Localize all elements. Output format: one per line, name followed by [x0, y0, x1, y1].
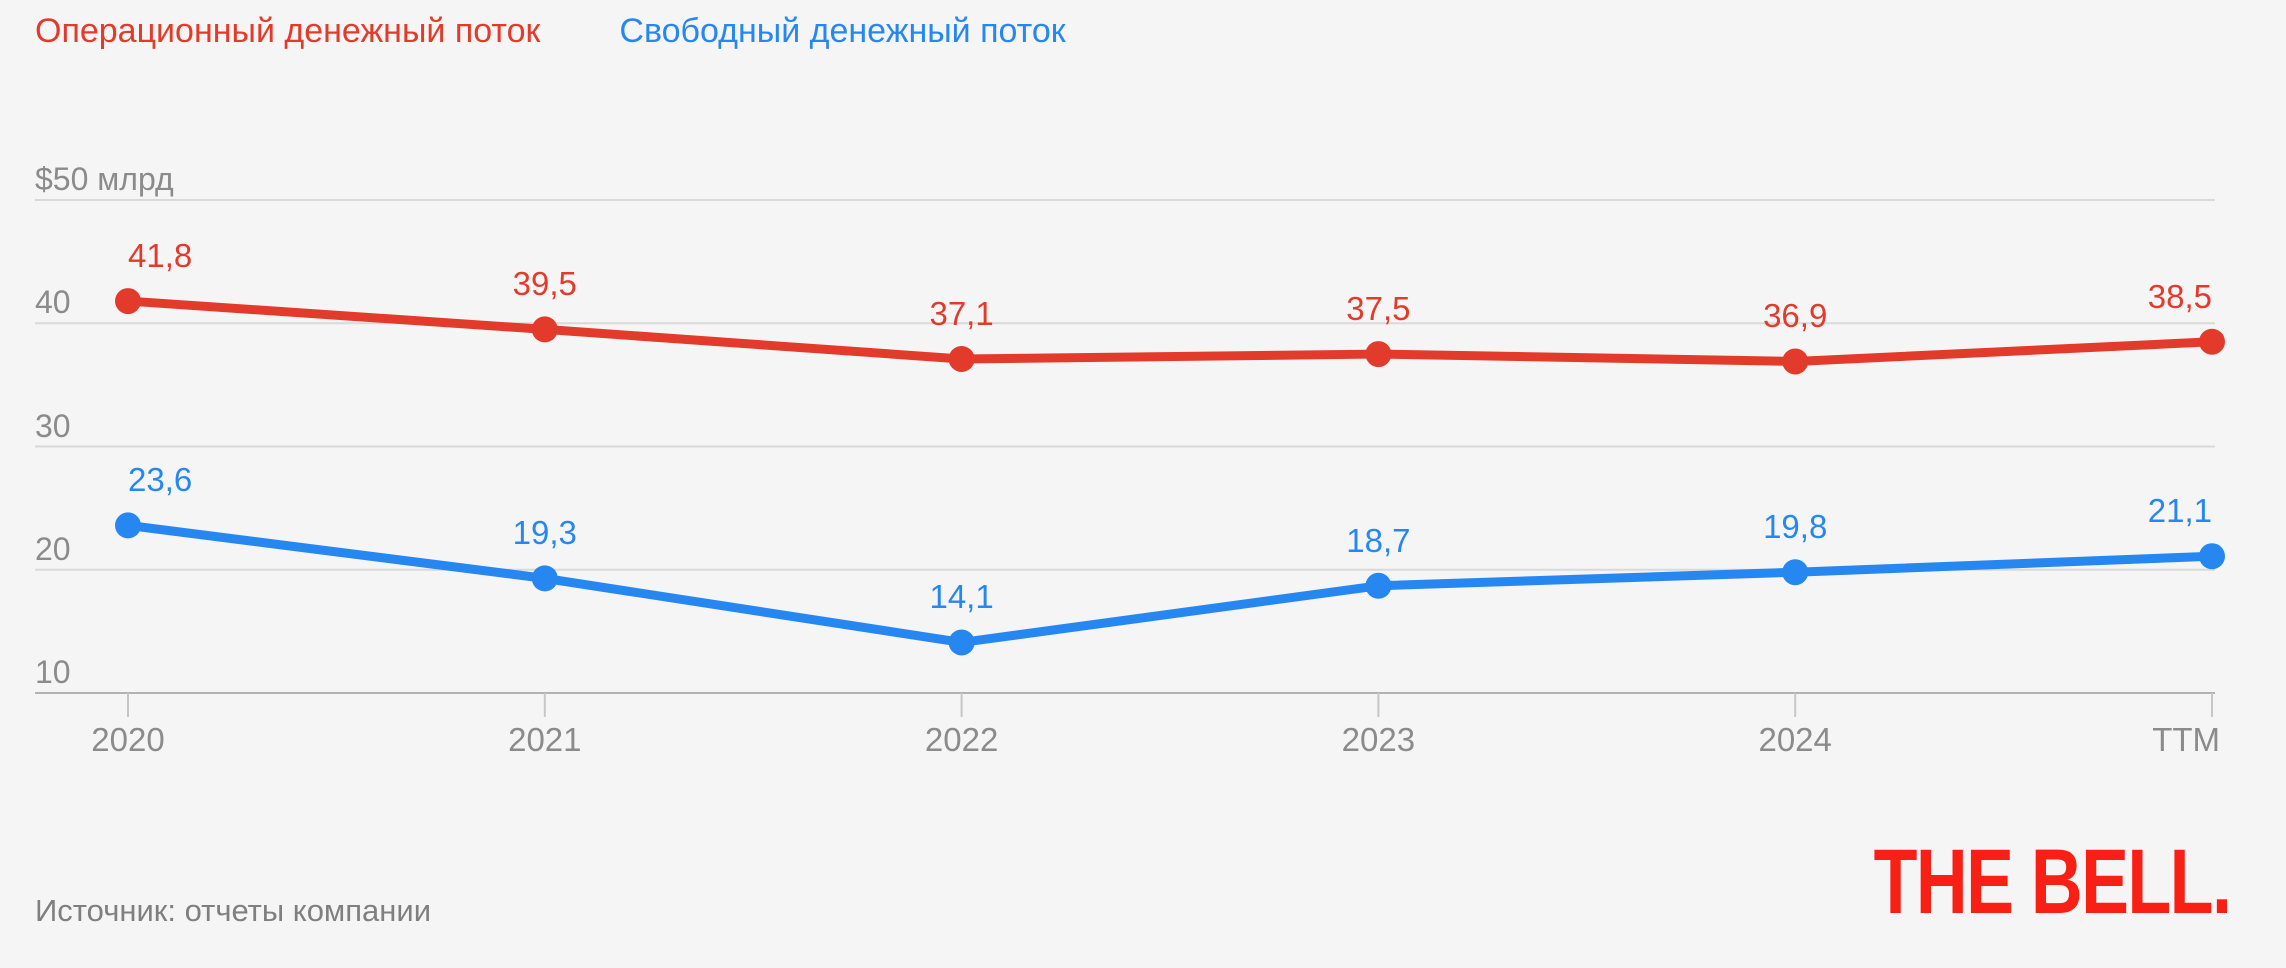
series-line	[123, 520, 2217, 647]
series-line	[123, 296, 2217, 366]
data-point	[1365, 341, 1392, 368]
data-point	[531, 565, 558, 592]
chart-legend: Операционный денежный поток Свободный де…	[35, 12, 1066, 50]
source-note: Источник: отчеты компании	[35, 893, 432, 928]
data-point	[1782, 559, 1809, 586]
legend-item-free-cash-flow: Свободный денежный поток	[619, 12, 1066, 50]
data-point	[1365, 572, 1392, 599]
data-point	[115, 288, 141, 315]
data-point	[531, 316, 558, 343]
data-point	[1782, 348, 1809, 375]
data-point	[2199, 328, 2225, 355]
data-point	[948, 629, 975, 656]
data-point	[948, 345, 975, 372]
the-bell-logo: THE BELL.	[1873, 831, 2231, 933]
legend-item-operating-cash-flow: Операционный денежный поток	[35, 12, 541, 50]
data-point	[2199, 543, 2225, 570]
data-point	[115, 512, 141, 539]
